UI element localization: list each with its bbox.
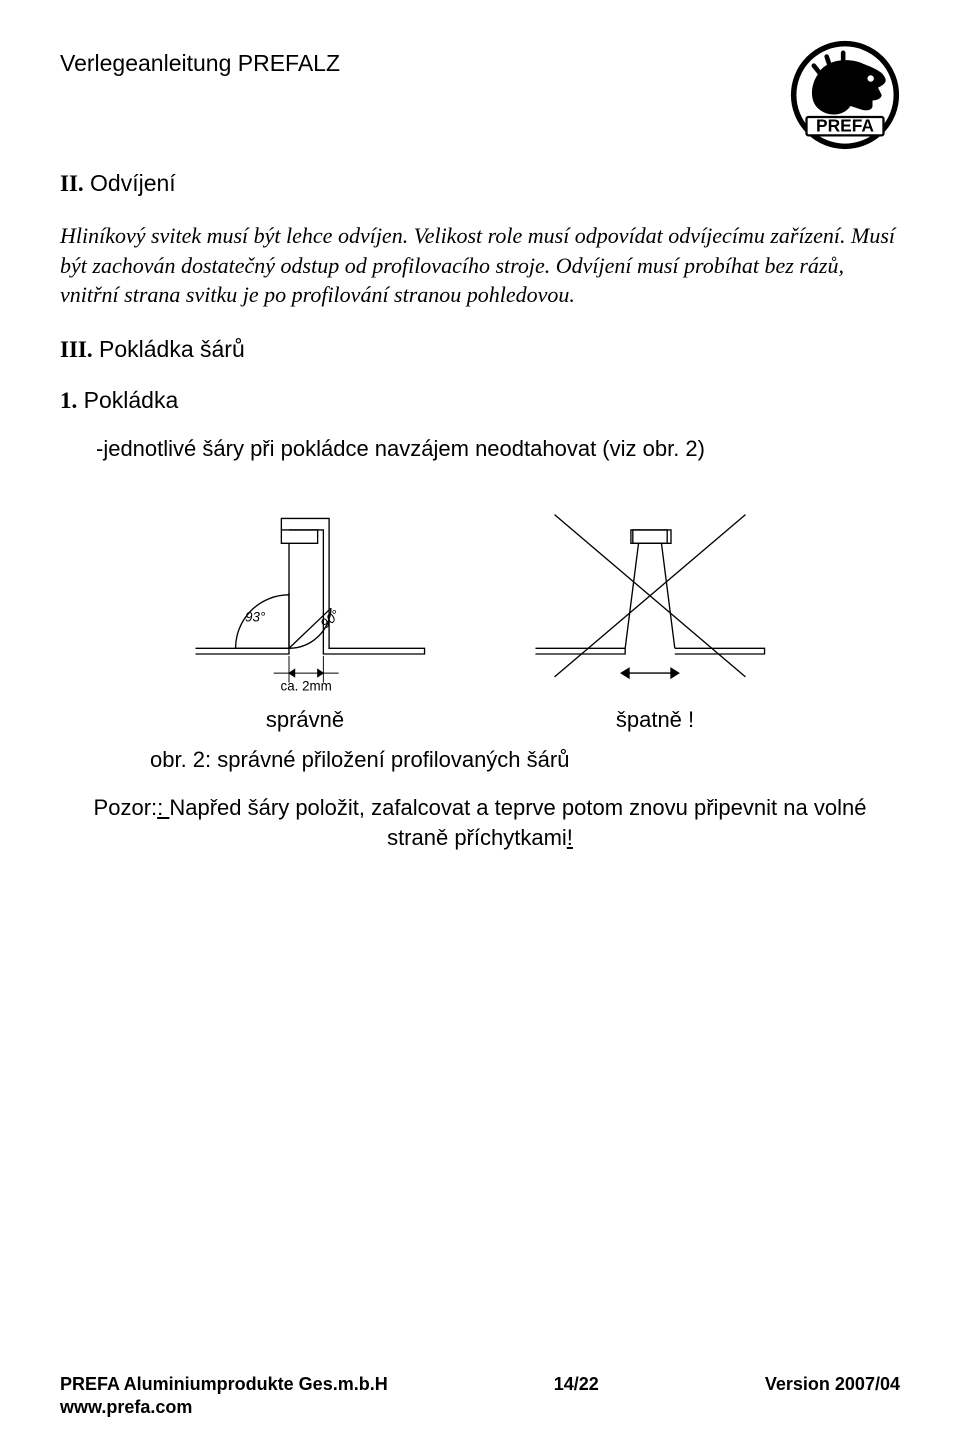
footer-center: 14/22 (554, 1374, 599, 1395)
warning-prefix: Pozor: (94, 795, 158, 820)
section-2-paragraph: Hliníkový svitek musí být lehce odvíjen.… (60, 221, 900, 310)
section-2-heading: II. Odvíjení (60, 170, 900, 197)
footer-url: www.prefa.com (60, 1397, 900, 1418)
warning-paragraph: Pozor:: Napřed šáry položit, zafalcovat … (70, 793, 890, 852)
figure-label: obr. 2: správné přiložení profilovaných … (150, 747, 900, 773)
section-3-item-1-title: Pokládka (77, 387, 178, 413)
figure-correct: 93° 90° ca. 2mm (185, 486, 435, 701)
footer-line-1: PREFA Aluminiumprodukte Ges.m.b.H 14/22 … (60, 1374, 900, 1395)
page-header: Verlegeanleitung PREFALZ PREFA (60, 40, 900, 140)
page-footer: PREFA Aluminiumprodukte Ges.m.b.H 14/22 … (60, 1374, 900, 1418)
warning-exclaim: ! (567, 825, 573, 850)
angle-left-label: 93° (245, 610, 266, 625)
warning-text: Napřed šáry položit, zafalcovat a teprve… (169, 795, 866, 850)
caption-correct: správně (215, 707, 395, 733)
caption-wrong: špatně ! (565, 707, 745, 733)
section-2-roman: II. (60, 171, 84, 196)
figure-captions: správně špatně ! (60, 707, 900, 733)
figure-row: 93° 90° ca. 2mm (60, 486, 900, 701)
logo-text: PREFA (816, 116, 874, 136)
footer-right: Version 2007/04 (765, 1374, 900, 1395)
footer-left: PREFA Aluminiumprodukte Ges.m.b.H (60, 1374, 388, 1395)
section-3-title: Pokládka šárů (93, 336, 245, 362)
brand-logo: PREFA (790, 40, 900, 150)
section-3-roman: III. (60, 337, 93, 362)
document-title: Verlegeanleitung PREFALZ (60, 50, 340, 77)
gap-label: ca. 2mm (281, 678, 332, 693)
angle-right-label: 90° (318, 607, 344, 632)
figure-wrong (525, 486, 775, 701)
section-3-heading: III. Pokládka šárů (60, 336, 900, 363)
section-3-item-1-num: 1. (60, 388, 77, 413)
warning-colon: : (157, 795, 169, 820)
page: Verlegeanleitung PREFALZ PREFA II. Odvíj… (0, 0, 960, 1454)
page-body: II. Odvíjení Hliníkový svitek musí být l… (60, 170, 900, 852)
section-2-title: Odvíjení (84, 170, 176, 196)
section-3-item-1-heading: 1. Pokládka (60, 387, 900, 414)
section-3-item-1-line: -jednotlivé šáry při pokládce navzájem n… (96, 436, 900, 462)
